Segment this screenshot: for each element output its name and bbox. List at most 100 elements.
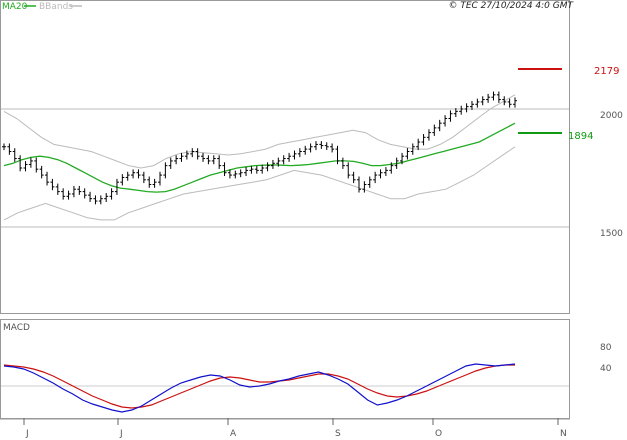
macd-title: MACD bbox=[3, 323, 30, 333]
price-bar bbox=[324, 142, 329, 151]
price-bar bbox=[351, 171, 356, 184]
price-bar bbox=[378, 169, 383, 179]
price-bar bbox=[362, 181, 367, 193]
price-bar bbox=[319, 141, 324, 149]
price-bar bbox=[82, 188, 87, 199]
price-bar bbox=[34, 157, 39, 173]
price-bar bbox=[507, 98, 512, 108]
price-bar bbox=[18, 155, 23, 172]
bbands-upper-line bbox=[3, 94, 516, 169]
price-bar bbox=[206, 155, 211, 165]
price-bar bbox=[400, 152, 405, 165]
price-bar bbox=[513, 97, 517, 108]
x-tick-label: J bbox=[119, 429, 123, 439]
macd-panel bbox=[0, 319, 570, 419]
price-bar bbox=[491, 91, 496, 101]
price-bar bbox=[190, 148, 195, 158]
macd-lines-layer bbox=[3, 363, 516, 413]
price-bar bbox=[453, 108, 458, 118]
price-bar bbox=[45, 171, 50, 186]
price-bar bbox=[141, 171, 146, 184]
x-tick-label: J bbox=[25, 429, 29, 439]
price-bar bbox=[480, 96, 485, 106]
x-tick-label: N bbox=[560, 429, 567, 439]
price-bar bbox=[93, 195, 98, 205]
price-bar bbox=[120, 174, 125, 186]
price-bar bbox=[448, 110, 453, 122]
price-bar bbox=[469, 100, 474, 110]
price-bar bbox=[496, 91, 501, 103]
price-bar bbox=[227, 169, 232, 179]
price-bar bbox=[416, 138, 421, 151]
bbands-lower-line bbox=[3, 146, 516, 221]
price-bar bbox=[260, 164, 265, 174]
x-tick-label: A bbox=[230, 429, 237, 439]
price-bar bbox=[61, 188, 66, 200]
price-bar bbox=[254, 165, 259, 174]
price-bar bbox=[265, 162, 270, 172]
bbands-layer bbox=[3, 94, 516, 221]
price-bar bbox=[131, 169, 136, 179]
price-bar bbox=[475, 98, 480, 108]
price-bar bbox=[184, 150, 189, 160]
price-bar bbox=[373, 171, 378, 184]
price-bar bbox=[502, 96, 507, 106]
price-bar bbox=[308, 143, 313, 153]
price-bar bbox=[437, 119, 442, 132]
price-bar bbox=[55, 183, 60, 195]
macd-y-tick-label: 40 bbox=[600, 364, 612, 374]
price-bar bbox=[335, 145, 340, 165]
macd-y-tick-label: 80 bbox=[600, 343, 612, 353]
legend-bbands: BBands bbox=[39, 2, 73, 12]
price-bar bbox=[217, 155, 222, 169]
price-bar bbox=[2, 143, 6, 151]
price-bar bbox=[421, 134, 426, 146]
price-bar bbox=[297, 148, 302, 158]
price-bar bbox=[28, 157, 33, 168]
price-bar bbox=[389, 162, 394, 174]
price-bar bbox=[249, 165, 254, 174]
y-tick-label: 1500 bbox=[600, 229, 623, 239]
price-bar bbox=[66, 190, 71, 200]
resistance-label: 2179 bbox=[594, 66, 619, 77]
price-bar bbox=[303, 145, 308, 155]
price-bar bbox=[114, 178, 119, 195]
price-bar bbox=[383, 167, 388, 177]
price-bar bbox=[270, 159, 275, 169]
price-bar bbox=[233, 170, 238, 179]
macd-line bbox=[3, 363, 516, 413]
price-bar bbox=[98, 195, 103, 205]
signal-line bbox=[3, 364, 515, 409]
price-bar bbox=[211, 155, 216, 165]
price-bar bbox=[405, 148, 410, 160]
price-bar bbox=[168, 157, 173, 169]
price-bar bbox=[238, 169, 243, 178]
price-bar bbox=[147, 176, 152, 188]
price-bar bbox=[426, 129, 431, 141]
price-bar bbox=[7, 143, 12, 155]
price-bar bbox=[346, 162, 351, 179]
legend-ma20: MA20 bbox=[2, 2, 28, 12]
price-bar bbox=[174, 155, 179, 165]
price-bar bbox=[281, 155, 286, 165]
support-label: 1894 bbox=[568, 131, 593, 142]
x-tick-label: S bbox=[335, 429, 341, 439]
y-tick-label: 2000 bbox=[600, 111, 623, 121]
price-bar bbox=[201, 152, 206, 162]
price-bar bbox=[292, 150, 297, 160]
price-bar bbox=[340, 157, 345, 169]
price-bar bbox=[357, 176, 362, 193]
copyright-label: © TEC 27/10/2024 4:0 GMT bbox=[448, 1, 574, 11]
price-bar bbox=[77, 185, 82, 195]
ma20-layer bbox=[3, 122, 516, 193]
x-tick-label: O bbox=[435, 429, 442, 439]
price-bars-layer bbox=[2, 91, 517, 205]
price-bar bbox=[394, 157, 399, 169]
price-bar bbox=[163, 162, 168, 179]
price-bar bbox=[71, 185, 76, 198]
price-bar bbox=[152, 178, 157, 188]
price-bar bbox=[157, 171, 162, 186]
price-bar bbox=[367, 176, 372, 188]
